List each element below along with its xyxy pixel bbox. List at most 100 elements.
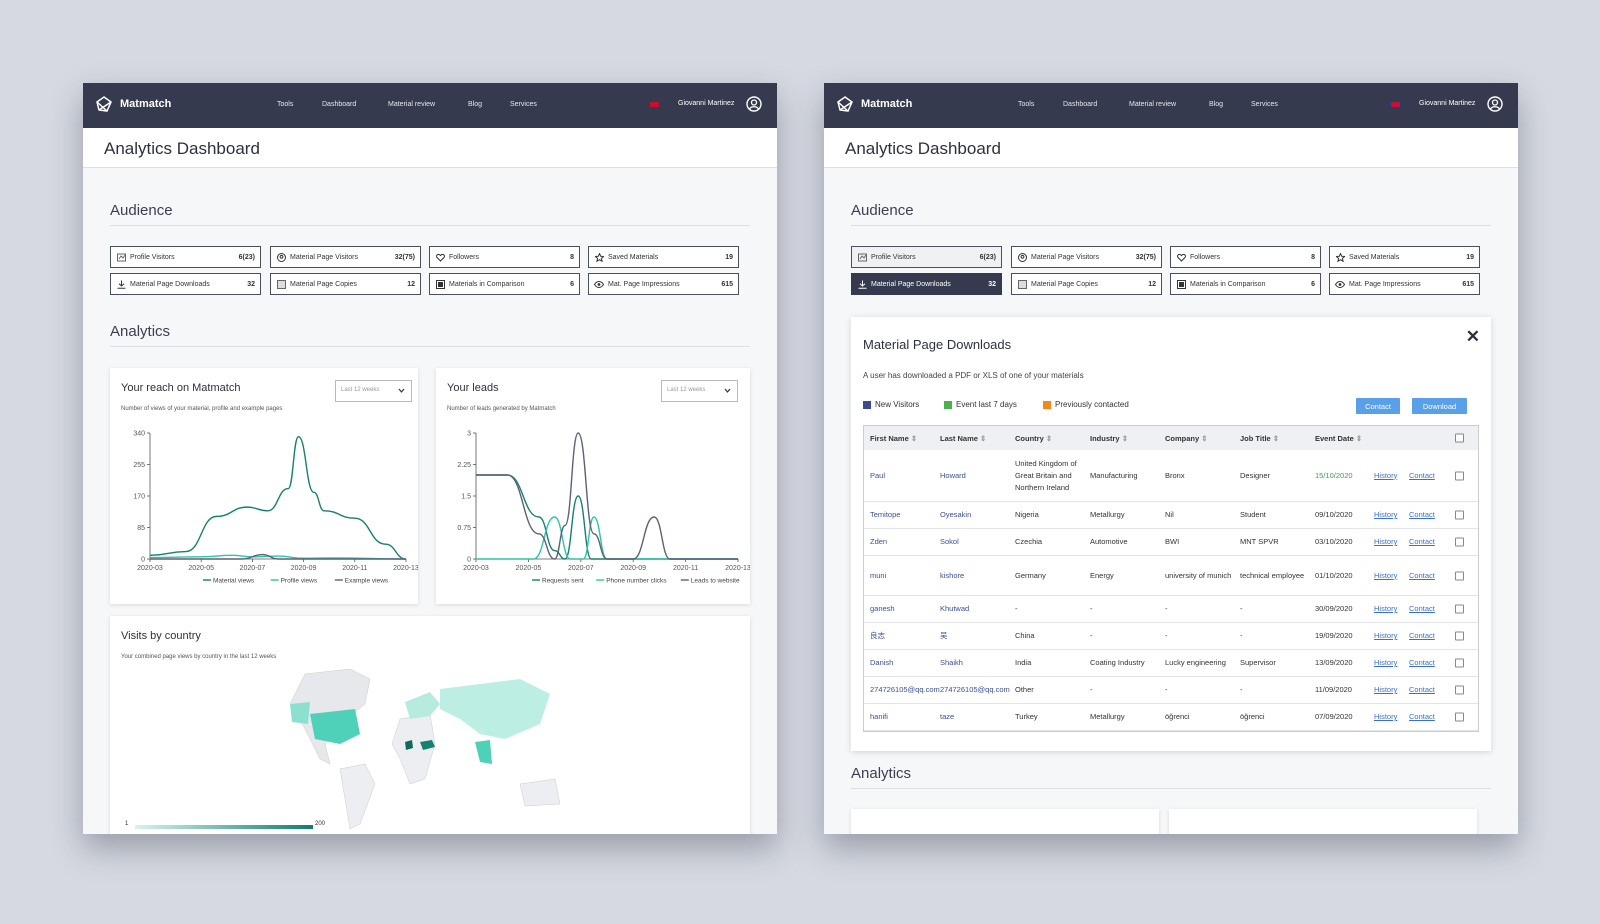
stat-saved-materials[interactable]: Saved Materials 19: [1329, 246, 1480, 268]
col-job-title[interactable]: Job Title ⇕: [1240, 434, 1279, 443]
stat-followers[interactable]: Followers 8: [429, 246, 580, 268]
last-name-cell[interactable]: kishore: [940, 570, 965, 580]
row-checkbox[interactable]: [1455, 471, 1464, 480]
col-country[interactable]: Country ⇕: [1015, 434, 1052, 443]
nav-services[interactable]: Services: [1251, 101, 1278, 108]
contact-link[interactable]: Contact: [1409, 658, 1435, 667]
nav-dashboard[interactable]: Dashboard: [1063, 101, 1098, 108]
table-row: Zden Sokol Czechia Automotive BWI MNT SPVR 03/…: [864, 529, 1478, 556]
country-cell: Other: [1015, 685, 1034, 694]
last-name-cell[interactable]: Howard: [940, 470, 966, 480]
first-name-cell[interactable]: muni: [870, 570, 887, 580]
contact-link[interactable]: Contact: [1409, 510, 1435, 519]
uk-flag-icon[interactable]: [1390, 101, 1401, 108]
reach-card: Your reach on Matmatch Number of views o…: [110, 368, 418, 604]
history-link[interactable]: History: [1374, 570, 1398, 580]
user-avatar-icon[interactable]: [746, 96, 762, 112]
industry-cell: Coating Industry: [1090, 658, 1145, 667]
history-link[interactable]: History: [1374, 470, 1398, 480]
stat-page-impressions[interactable]: Mat. Page Impressions 615: [1329, 273, 1480, 295]
stat-material-page-downloads[interactable]: Material Page Downloads 32: [851, 273, 1002, 295]
stat-materials-in-comparison[interactable]: Materials in Comparison 6: [1170, 273, 1321, 295]
stat-profile-visitors[interactable]: Profile Visitors 6(23): [851, 246, 1002, 268]
row-checkbox[interactable]: [1455, 658, 1464, 668]
brand-logo[interactable]: Matmatch: [95, 96, 171, 112]
stat-material-page-copies[interactable]: Material Page Copies 12: [1011, 273, 1162, 295]
stat-material-page-copies[interactable]: Material Page Copies 12: [270, 273, 421, 295]
col-event-date[interactable]: Event Date ⇕: [1315, 434, 1362, 443]
nav-dashboard[interactable]: Dashboard: [322, 101, 357, 108]
uk-flag-icon[interactable]: [649, 101, 660, 108]
first-name-cell[interactable]: Zden: [870, 537, 888, 546]
last-name-cell[interactable]: 吴: [940, 631, 948, 640]
user-name[interactable]: Giovanni Martinez: [678, 100, 735, 107]
history-link[interactable]: History: [1374, 685, 1398, 694]
row-checkbox[interactable]: [1455, 571, 1464, 580]
row-checkbox[interactable]: [1455, 685, 1464, 695]
first-name-cell[interactable]: 良志: [870, 631, 885, 640]
last-name-cell[interactable]: taze: [940, 712, 955, 721]
leads-period-select[interactable]: Last 12 weeks: [661, 380, 738, 402]
first-name-cell[interactable]: Danish: [870, 658, 894, 667]
row-checkbox[interactable]: [1455, 631, 1464, 641]
stat-page-impressions[interactable]: Mat. Page Impressions 615: [588, 273, 739, 295]
contact-button[interactable]: Contact: [1356, 398, 1400, 414]
contact-link[interactable]: Contact: [1409, 712, 1435, 721]
first-name-cell[interactable]: hanifi: [870, 712, 888, 721]
nav-material-review[interactable]: Material review: [388, 101, 436, 108]
stat-material-page-visitors[interactable]: Material Page Visitors 32(75): [1011, 246, 1162, 268]
first-name-cell[interactable]: Paul: [870, 470, 886, 480]
download-button[interactable]: Download: [1412, 398, 1467, 414]
stat-material-page-visitors[interactable]: Material Page Visitors 32(75): [270, 246, 421, 268]
nav-tools[interactable]: Tools: [277, 101, 294, 108]
close-icon[interactable]: ✕: [1465, 327, 1480, 346]
row-checkbox[interactable]: [1455, 604, 1464, 614]
contact-link[interactable]: Contact: [1409, 470, 1435, 480]
nav-services[interactable]: Services: [510, 101, 537, 108]
row-checkbox[interactable]: [1455, 510, 1464, 520]
history-link[interactable]: History: [1374, 537, 1398, 546]
user-avatar-icon[interactable]: [1487, 96, 1503, 112]
row-checkbox[interactable]: [1455, 712, 1464, 722]
col-first-name[interactable]: First Name ⇕: [870, 434, 917, 443]
stat-followers[interactable]: Followers 8: [1170, 246, 1321, 268]
contact-link[interactable]: Contact: [1409, 537, 1435, 546]
nav-blog[interactable]: Blog: [1209, 101, 1224, 108]
first-name-cell[interactable]: Temitope: [870, 510, 901, 519]
row-checkbox[interactable]: [1455, 537, 1464, 547]
reach-period-select[interactable]: Last 12 weeks: [335, 380, 412, 402]
history-link[interactable]: History: [1374, 510, 1398, 519]
industry-cell: Manufacturing: [1090, 470, 1138, 480]
last-name-cell[interactable]: Sokol: [940, 537, 959, 546]
stat-profile-visitors[interactable]: Profile Visitors 6(23): [110, 246, 261, 268]
contact-link[interactable]: Contact: [1409, 570, 1435, 580]
nav-material-review[interactable]: Material review: [1129, 101, 1177, 108]
contact-link[interactable]: Contact: [1409, 685, 1435, 694]
stat-material-page-downloads[interactable]: Material Page Downloads 32: [110, 273, 261, 295]
stat-saved-materials[interactable]: Saved Materials 19: [588, 246, 739, 268]
nav-blog[interactable]: Blog: [468, 101, 483, 108]
brand-logo[interactable]: Matmatch: [836, 96, 912, 112]
user-name[interactable]: Giovanni Martinez: [1419, 100, 1476, 107]
y-tick-label: 1.5: [461, 494, 471, 501]
last-name-cell[interactable]: Khutwad: [940, 604, 970, 613]
history-link[interactable]: History: [1374, 604, 1398, 613]
first-name-cell[interactable]: ganesh: [870, 604, 895, 613]
nav-tools[interactable]: Tools: [1018, 101, 1035, 108]
col-last-name[interactable]: Last Name ⇕: [940, 434, 986, 443]
history-link[interactable]: History: [1374, 658, 1398, 667]
col-company[interactable]: Company ⇕: [1165, 434, 1208, 443]
select-all-checkbox[interactable]: [1455, 433, 1464, 443]
last-name-cell[interactable]: Oyesakin: [940, 510, 972, 519]
last-name-cell[interactable]: Shaikh: [940, 658, 963, 667]
first-name-cell[interactable]: 274726105@qq.com: [870, 685, 940, 694]
copy-icon: [276, 279, 286, 289]
col-industry[interactable]: Industry ⇕: [1090, 434, 1128, 443]
history-link[interactable]: History: [1374, 712, 1398, 721]
stat-materials-in-comparison[interactable]: Materials in Comparison 6: [429, 273, 580, 295]
contact-link[interactable]: Contact: [1409, 604, 1435, 613]
contact-link[interactable]: Contact: [1409, 631, 1435, 640]
last-name-cell[interactable]: 274726105@qq.com: [940, 685, 1010, 694]
series-line-phone-number-clicks: [476, 516, 738, 560]
history-link[interactable]: History: [1374, 631, 1398, 640]
